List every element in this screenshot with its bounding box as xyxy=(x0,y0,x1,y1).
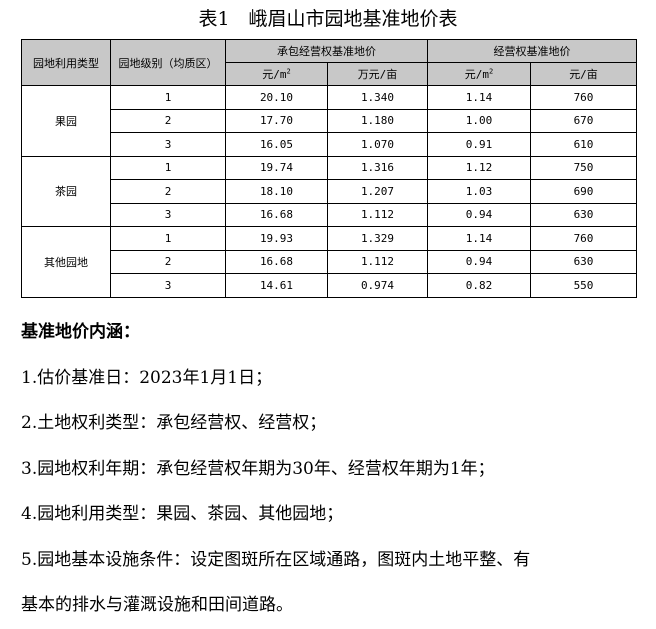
table-cell: 0.974 xyxy=(327,273,428,298)
table-row: 2 16.68 1.112 0.94 630 xyxy=(22,249,637,274)
table-cell: 3 xyxy=(110,202,226,227)
unit-2: 万元/亩 xyxy=(327,62,428,86)
table-cell: 17.70 xyxy=(225,108,328,133)
table-cell: 2 xyxy=(110,108,226,133)
table-row: 3 14.61 0.974 0.82 550 xyxy=(22,273,637,298)
note-line: 4.园地利用类型：果园、茶园、其他园地； xyxy=(21,504,344,524)
table-row: 2 17.70 1.180 1.00 670 xyxy=(22,108,637,133)
land-price-table: 园地利用类型 园地级别（均质区） 承包经营权基准地价 经营权基准地价 元/m2 … xyxy=(21,39,637,298)
table-cell: 19.93 xyxy=(225,226,328,251)
group-name: 果园 xyxy=(21,85,111,157)
table-row: 3 16.68 1.112 0.94 630 xyxy=(22,202,637,227)
table-cell: 1.316 xyxy=(327,155,428,180)
table-cell: 1.112 xyxy=(327,202,428,227)
table-cell: 14.61 xyxy=(225,273,328,298)
note-line: 基本的排水与灌溉设施和田间道路。 xyxy=(21,595,293,615)
note-line: 2.土地权利类型：承包经营权、经营权； xyxy=(21,413,327,433)
table-cell: 0.94 xyxy=(427,202,531,227)
header-level: 园地级别（均质区） xyxy=(110,39,226,86)
table-row: 果园 1 20.10 1.340 1.14 760 xyxy=(21,85,637,157)
table-cell: 3 xyxy=(110,273,226,298)
table-cell: 670 xyxy=(530,108,637,133)
table-cell: 16.68 xyxy=(225,249,328,274)
table-cell: 1.180 xyxy=(327,108,428,133)
table-cell: 760 xyxy=(530,85,637,110)
notes-heading: 基准地价内涵： xyxy=(21,322,140,342)
table-cell: 1.12 xyxy=(427,155,531,180)
table-cell: 1.03 xyxy=(427,179,531,204)
table-cell: 610 xyxy=(530,132,637,157)
table-row: 2 18.10 1.207 1.03 690 xyxy=(22,179,637,204)
group-name: 其他园地 xyxy=(21,226,111,298)
table-cell: 16.05 xyxy=(225,132,328,157)
notes: 基准地价内涵： 1.估价基准日：2023年1月1日； 2.土地权利类型：承包经营… xyxy=(21,310,530,629)
table-cell: 1.340 xyxy=(327,85,428,110)
note-line: 1.估价基准日：2023年1月1日； xyxy=(21,367,273,388)
table-cell: 1.329 xyxy=(327,226,428,251)
group-name: 茶园 xyxy=(21,155,111,227)
table-cell: 1.070 xyxy=(327,132,428,157)
table-cell: 1 xyxy=(110,85,226,110)
table-cell: 0.94 xyxy=(427,249,531,274)
table-cell: 630 xyxy=(530,249,637,274)
table-cell: 16.68 xyxy=(225,202,328,227)
table-cell: 2 xyxy=(110,179,226,204)
table-cell: 0.91 xyxy=(427,132,531,157)
table-cell: 1 xyxy=(110,155,226,180)
table-row: 茶园 1 19.74 1.316 1.12 750 xyxy=(21,155,637,227)
unit-4: 元/亩 xyxy=(530,62,637,86)
table-cell: 690 xyxy=(530,179,637,204)
page-title: 表1 峨眉山市园地基准地价表 xyxy=(198,8,458,30)
table-cell: 20.10 xyxy=(225,85,328,110)
table-cell: 1.00 xyxy=(427,108,531,133)
table-cell: 1.207 xyxy=(327,179,428,204)
table-cell: 1.14 xyxy=(427,226,531,251)
table-row: 3 16.05 1.070 0.91 610 xyxy=(22,132,637,157)
table-cell: 3 xyxy=(110,132,226,157)
header-operate: 经营权基准地价 xyxy=(427,39,637,63)
note-line: 3.园地权利年期：承包经营权年期为30年、经营权年期为1年； xyxy=(21,458,495,479)
table-cell: 550 xyxy=(530,273,637,298)
header-contract: 承包经营权基准地价 xyxy=(225,39,428,63)
table-cell: 0.82 xyxy=(427,273,531,298)
unit-3: 元/m2 xyxy=(427,62,531,86)
table-cell: 630 xyxy=(530,202,637,227)
note-line: 5.园地基本设施条件：设定图斑所在区域通路，图斑内土地平整、有 xyxy=(21,549,531,570)
unit-1: 元/m2 xyxy=(225,62,328,86)
table-row: 其他园地 1 19.93 1.329 1.14 760 xyxy=(21,226,637,298)
table-cell: 750 xyxy=(530,155,637,180)
table-cell: 19.74 xyxy=(225,155,328,180)
table-cell: 2 xyxy=(110,249,226,274)
table-cell: 1 xyxy=(110,226,226,251)
table-cell: 760 xyxy=(530,226,637,251)
header-type: 园地利用类型 xyxy=(21,39,111,86)
table-cell: 1.112 xyxy=(327,249,428,274)
table-cell: 18.10 xyxy=(225,179,328,204)
table-cell: 1.14 xyxy=(427,85,531,110)
